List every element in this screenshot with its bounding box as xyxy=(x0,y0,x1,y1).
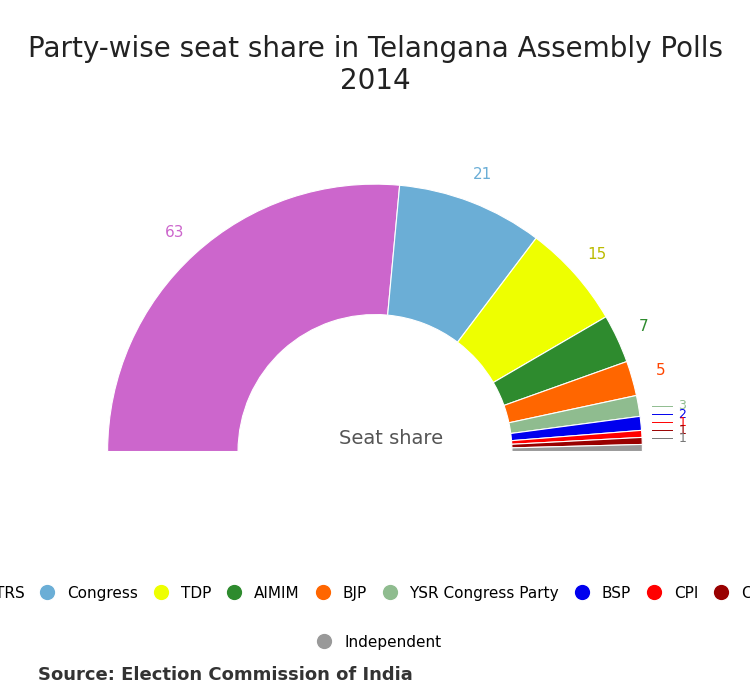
Wedge shape xyxy=(512,431,642,445)
Text: Source: Election Commission of India: Source: Election Commission of India xyxy=(38,666,412,684)
Wedge shape xyxy=(512,445,643,452)
Wedge shape xyxy=(509,396,640,433)
Wedge shape xyxy=(107,184,400,452)
Text: 15: 15 xyxy=(587,247,607,262)
Text: 5: 5 xyxy=(656,363,665,378)
Wedge shape xyxy=(388,185,536,342)
Wedge shape xyxy=(504,362,637,423)
Text: 7: 7 xyxy=(639,319,649,334)
Text: 1: 1 xyxy=(678,432,686,445)
Text: Seat share: Seat share xyxy=(339,429,443,448)
Wedge shape xyxy=(511,416,641,440)
Wedge shape xyxy=(512,438,642,448)
Text: 3: 3 xyxy=(678,399,686,413)
Wedge shape xyxy=(458,238,606,383)
Legend: Independent: Independent xyxy=(303,628,447,656)
Text: 2: 2 xyxy=(678,408,686,420)
Text: 1: 1 xyxy=(678,416,686,429)
Text: 21: 21 xyxy=(472,168,492,182)
Wedge shape xyxy=(494,317,627,406)
Text: Party-wise seat share in Telangana Assembly Polls
2014: Party-wise seat share in Telangana Assem… xyxy=(28,35,722,96)
Text: 1: 1 xyxy=(678,424,686,437)
Legend: TRS, Congress, TDP, AIMIM, BJP, YSR Congress Party, BSP, CPI, CPI(M): TRS, Congress, TDP, AIMIM, BJP, YSR Cong… xyxy=(0,583,750,604)
Text: 63: 63 xyxy=(165,225,184,239)
